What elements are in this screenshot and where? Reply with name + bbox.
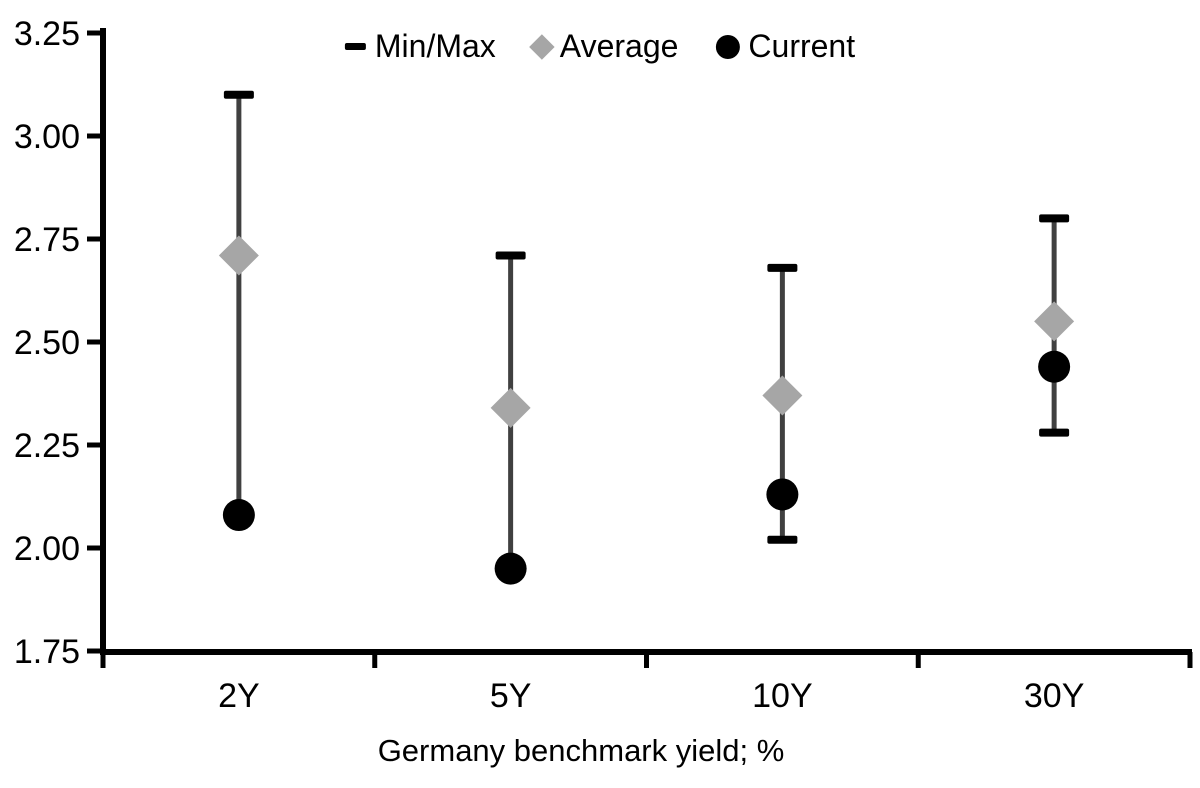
average-marker-10Y <box>762 375 803 416</box>
min-cap-10Y <box>767 535 798 544</box>
x-tick-label: 5Y <box>490 677 532 715</box>
x-tick <box>644 652 649 668</box>
average-marker-30Y <box>1034 301 1075 342</box>
legend-label: Average <box>559 28 679 64</box>
x-tick <box>372 652 378 668</box>
y-tick-label: 2.50 <box>14 324 80 362</box>
axes <box>87 28 1193 668</box>
max-cap-30Y <box>1039 214 1070 223</box>
current-marker-30Y <box>1038 350 1071 383</box>
y-tick <box>87 648 103 654</box>
x-tick <box>1187 652 1193 668</box>
y-tick <box>87 133 103 139</box>
x-tick <box>915 652 921 668</box>
legend-item-min-max: Min/Max <box>344 28 496 64</box>
circle-glyph <box>715 34 740 59</box>
legend-item-current: Current <box>715 28 856 64</box>
diamond-glyph <box>529 33 555 60</box>
y-tick <box>87 442 103 448</box>
legend-label: Current <box>748 28 856 64</box>
y-tick-label: 1.75 <box>14 633 80 671</box>
tick-labels: 1.75 2.00 2.25 2.50 2.75 3.00 3.25 2Y 5Y 10Y 30Y <box>14 15 1085 715</box>
y-tick <box>87 545 103 551</box>
max-cap-2Y <box>223 90 254 99</box>
y-tick <box>87 30 103 36</box>
x-tick-label: 10Y <box>752 677 813 715</box>
chart-legend: Min/Max Average Current <box>344 28 856 64</box>
series-markers <box>218 90 1075 585</box>
current-marker-10Y <box>766 478 799 511</box>
y-tick-label: 3.00 <box>14 118 80 156</box>
y-tick <box>87 236 103 242</box>
min-cap-30Y <box>1039 428 1070 437</box>
x-tick <box>100 652 106 668</box>
current-marker-5Y <box>494 552 527 585</box>
average-marker-5Y <box>490 387 531 428</box>
y-tick-label: 2.00 <box>14 530 80 568</box>
legend-label: Min/Max <box>374 28 496 64</box>
minmax-dash-icon <box>344 43 366 51</box>
max-cap-10Y <box>767 263 798 272</box>
max-cap-5Y <box>495 251 526 260</box>
dash-glyph <box>344 43 366 51</box>
y-tick <box>87 339 103 345</box>
x-tick-label: 30Y <box>1024 677 1085 715</box>
y-tick-label: 2.25 <box>14 427 80 465</box>
y-tick-label: 2.75 <box>14 221 80 259</box>
x-tick-label: 2Y <box>218 677 260 715</box>
y-tick-label: 3.25 <box>14 15 80 53</box>
current-circle-icon <box>715 34 740 59</box>
average-marker-2Y <box>218 235 259 276</box>
current-marker-2Y <box>222 499 255 532</box>
average-diamond-icon <box>529 33 555 60</box>
legend-item-average: Average <box>529 28 679 64</box>
x-axis-title: Germany benchmark yield; % <box>378 733 785 768</box>
